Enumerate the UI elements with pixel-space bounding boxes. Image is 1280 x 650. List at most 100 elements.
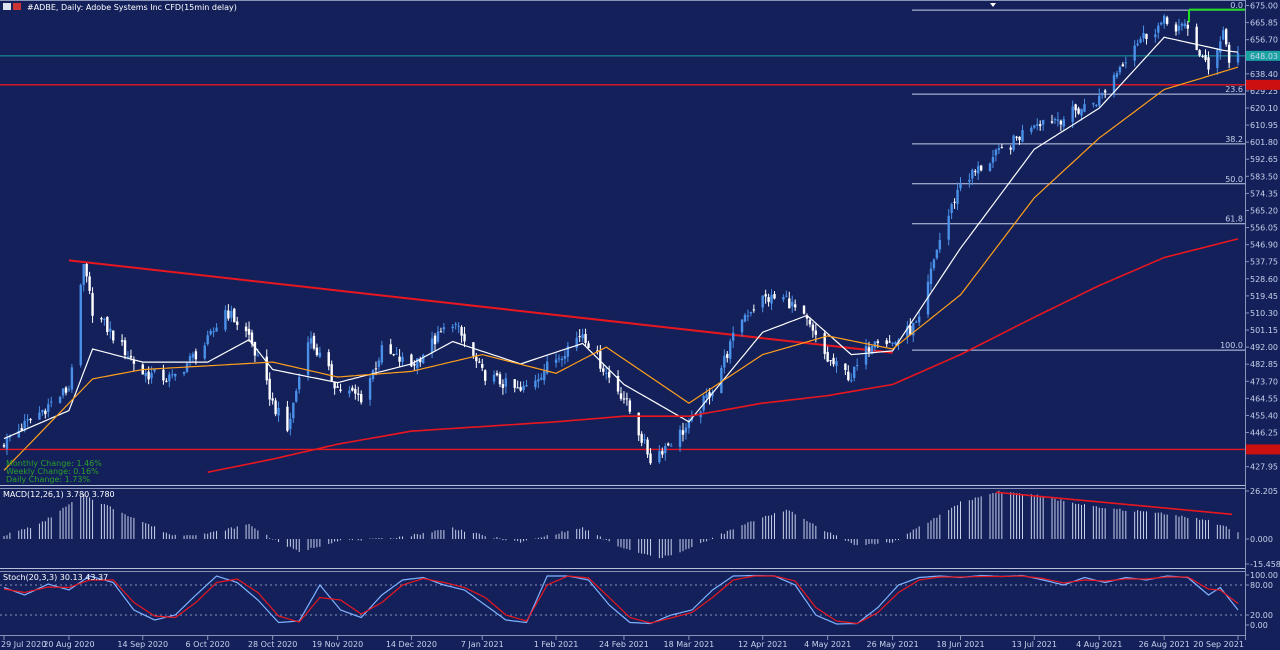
candle — [545, 355, 549, 375]
candle — [649, 448, 652, 465]
candle — [419, 356, 422, 367]
candle — [309, 331, 313, 349]
candle — [277, 401, 280, 422]
candle — [165, 378, 168, 383]
candle — [395, 346, 398, 355]
candle — [109, 321, 112, 339]
candle — [286, 400, 289, 433]
candle — [850, 373, 853, 383]
candle — [82, 263, 85, 292]
candle — [873, 341, 877, 352]
candle — [454, 322, 457, 330]
candle — [451, 324, 454, 333]
price-tick-label: 537.75 — [1250, 258, 1278, 267]
stoch-tick-label: 0.00 — [1250, 621, 1268, 630]
candle — [336, 382, 339, 388]
downtrend-line[interactable] — [68, 259, 893, 354]
window-icon[interactable] — [3, 3, 11, 10]
candle — [729, 338, 732, 364]
candle — [292, 402, 295, 423]
candle — [100, 316, 103, 323]
candle — [1059, 119, 1063, 131]
candle — [206, 330, 209, 346]
candle — [120, 334, 124, 346]
candle — [770, 289, 773, 311]
candle — [1219, 36, 1222, 60]
candle — [847, 365, 850, 382]
candle — [1157, 22, 1160, 39]
candle — [1041, 119, 1045, 131]
candle — [581, 328, 584, 342]
candle — [1077, 106, 1080, 115]
candle — [1183, 19, 1187, 29]
candle — [938, 232, 942, 254]
candle — [587, 340, 590, 349]
macd-tick-label: -15.458 — [1250, 560, 1280, 569]
candle — [1145, 33, 1148, 45]
candle — [1030, 125, 1033, 135]
candle — [563, 350, 567, 365]
candle — [463, 326, 466, 348]
candle — [1036, 118, 1039, 131]
weekly-change: Weekly Change: 0.16% — [6, 467, 99, 476]
price-tick-label: 455.40 — [1250, 411, 1278, 420]
price-panel: 675.00665.85656.70647.55638.40629.25620.… — [0, 1, 1280, 473]
candle — [295, 388, 298, 403]
candle — [885, 337, 888, 348]
time-tick-label: 14 Sep 2020 — [117, 640, 168, 649]
candle — [268, 372, 271, 406]
candle — [832, 353, 835, 367]
price-tick-label: 473.70 — [1250, 377, 1278, 386]
candle — [1204, 49, 1207, 63]
candle — [1071, 100, 1074, 129]
candle — [215, 323, 218, 332]
candle — [932, 258, 936, 271]
candle — [2, 442, 6, 449]
candle — [625, 392, 629, 406]
macd-divergence-line[interactable] — [995, 491, 1233, 516]
price-tick-label: 620.10 — [1250, 104, 1278, 113]
candle — [566, 341, 570, 363]
price-tick-label: 675.00 — [1250, 2, 1278, 11]
candle — [891, 342, 894, 347]
candle — [915, 320, 918, 323]
candle — [17, 423, 20, 438]
candle — [605, 366, 608, 380]
time-tick-label: 6 Oct 2020 — [186, 640, 230, 649]
candle — [616, 370, 620, 395]
macd-tick-label: 26.205 — [1250, 487, 1278, 496]
candle — [906, 320, 909, 344]
candle — [1195, 23, 1198, 51]
candle — [1216, 48, 1219, 75]
candle — [808, 317, 812, 328]
candle — [678, 425, 682, 452]
candle — [433, 333, 437, 351]
time-tick-label: 26 Aug 2021 — [1139, 640, 1190, 649]
candle — [667, 442, 670, 447]
candle — [171, 369, 174, 379]
price-tick-label: 565.20 — [1250, 206, 1278, 215]
candle — [519, 381, 522, 392]
candle — [41, 409, 44, 416]
candle — [392, 353, 395, 357]
macd-histogram — [3, 490, 1239, 559]
candle — [935, 249, 939, 260]
candle — [1154, 28, 1157, 43]
price-tick-label: 656.70 — [1250, 36, 1278, 45]
candle — [537, 373, 540, 389]
moving-average-slow — [207, 238, 1239, 473]
candle — [1018, 136, 1021, 145]
candle — [389, 338, 392, 355]
time-tick-label: 20 Sep 2021 — [1193, 640, 1244, 649]
shift-marker-icon[interactable] — [990, 3, 996, 7]
current-price-badge: 648.03 — [1246, 50, 1280, 61]
candle — [664, 443, 667, 461]
candle — [752, 304, 756, 313]
candle — [212, 327, 215, 338]
candle — [1207, 51, 1210, 75]
symbol-title: #ADBE, Daily: Adobe Systems Inc CFD(15mi… — [27, 3, 237, 12]
candle — [1112, 72, 1116, 98]
candle — [622, 391, 626, 404]
